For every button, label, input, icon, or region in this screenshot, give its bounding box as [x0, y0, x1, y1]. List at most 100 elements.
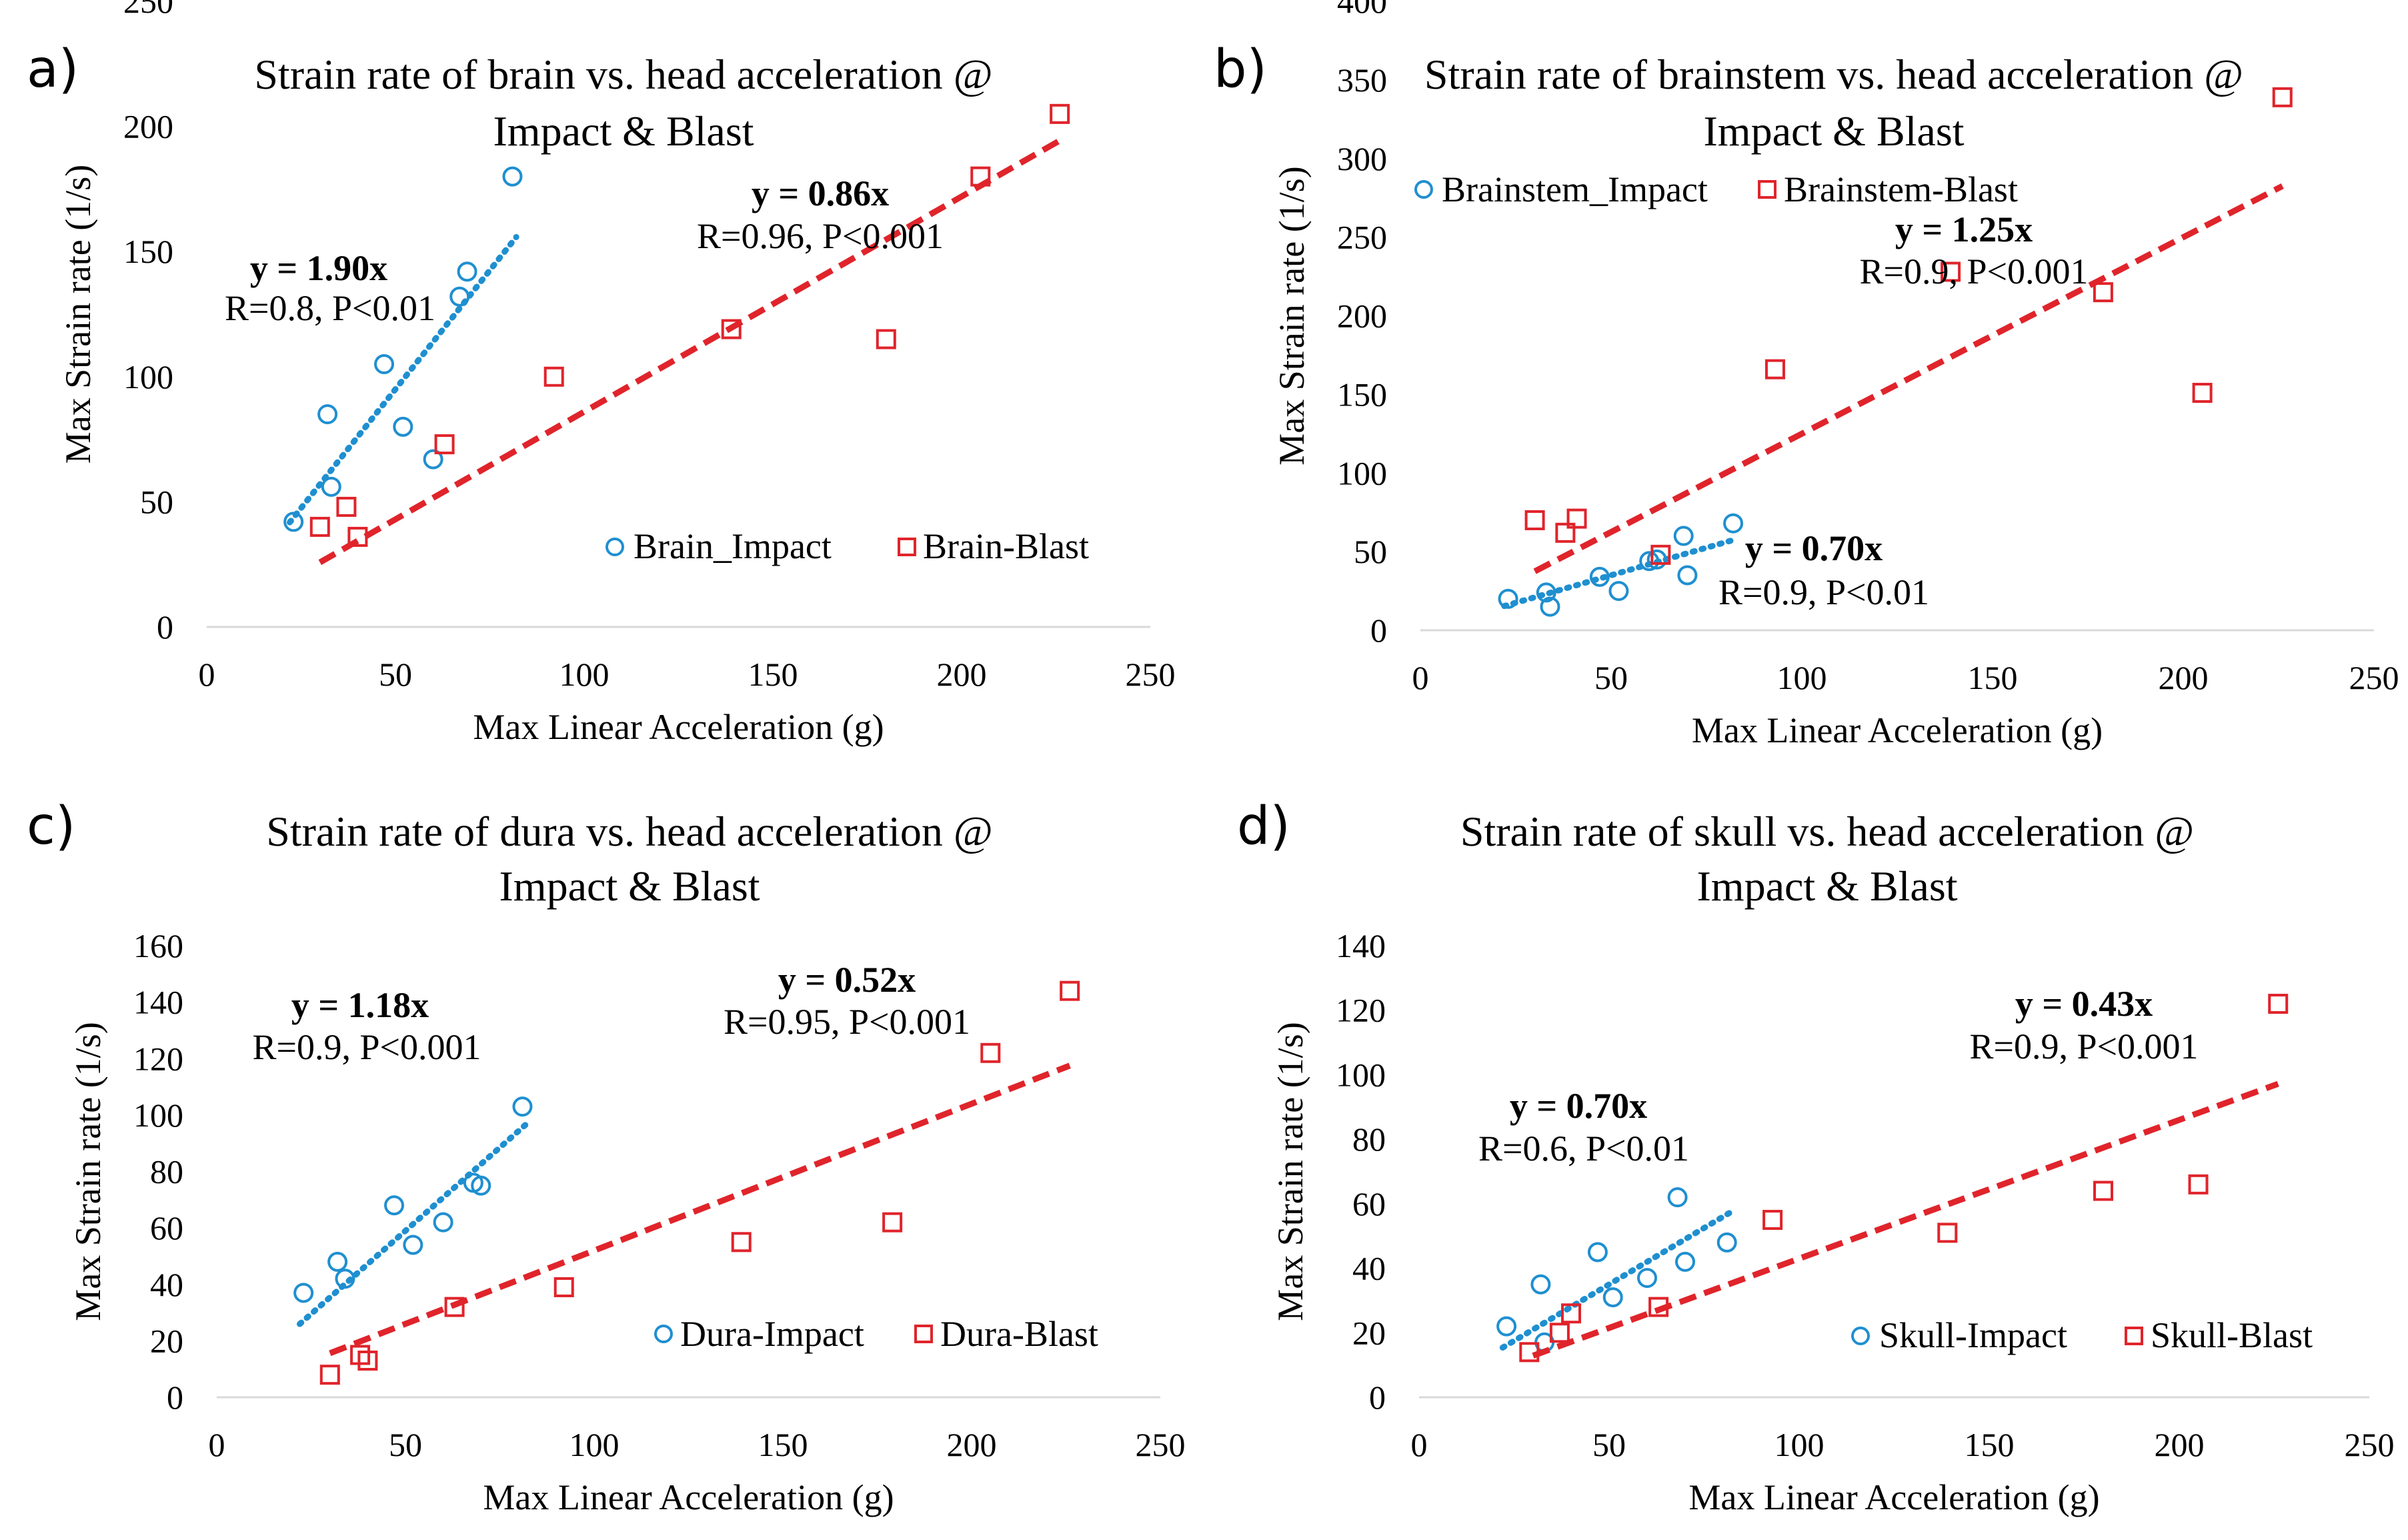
impact-data-point — [327, 1251, 348, 1272]
blast-data-point — [2192, 383, 2213, 404]
blast-data-point — [1050, 103, 1070, 124]
y-axis-title: Max Strain rate (1/s) — [58, 165, 98, 464]
x-tick-label: 100 — [1777, 659, 1827, 696]
y-tick-label: 300 — [1337, 140, 1387, 177]
y-tick-label: 100 — [133, 1096, 183, 1134]
blast-data-point — [1648, 1297, 1669, 1317]
blast-data-point — [882, 1212, 903, 1233]
blast-data-point — [444, 1297, 465, 1317]
y-tick-label: 160 — [133, 927, 183, 964]
chart-title-line: Strain rate of dura vs. head acceleratio… — [266, 808, 993, 855]
x-tick-label: 200 — [2159, 659, 2209, 696]
y-tick-label: 140 — [133, 984, 183, 1021]
impact-trendline — [287, 233, 519, 526]
x-tick-label: 0 — [1412, 659, 1429, 696]
impact-data-point — [1646, 549, 1667, 570]
impact-stat-label: R=0.9, P<0.001 — [253, 1027, 481, 1067]
panel-letter: c) — [27, 796, 75, 856]
blast-trendline — [1532, 1080, 2279, 1359]
blast-data-point — [1555, 522, 1576, 543]
x-tick-label: 150 — [1965, 1426, 2015, 1463]
x-tick-label: 50 — [389, 1426, 422, 1463]
impact-data-point — [335, 1269, 355, 1289]
blast-data-point — [1549, 1323, 1570, 1343]
legend-impact-marker — [606, 538, 624, 556]
impact-data-point — [1675, 1251, 1695, 1272]
chart-panel-1: a) Strain rate of brain vs. head accelera… — [27, 0, 1176, 747]
y-tick-label: 50 — [1354, 533, 1387, 570]
blast-stat-label: R=0.96, P<0.001 — [697, 216, 944, 256]
chart-title-line: Impact & Blast — [1696, 862, 1957, 910]
legend-blast-label: Brainstem-Blast — [1784, 169, 2018, 209]
blast-data-point — [721, 319, 742, 339]
legend-impact-marker — [1414, 180, 1433, 199]
x-tick-label: 200 — [937, 656, 987, 693]
legend-impact-marker — [1851, 1327, 1870, 1345]
blast-data-point — [434, 434, 455, 455]
impact-equation-label: y = 1.18x — [291, 985, 429, 1025]
x-tick-label: 200 — [2155, 1426, 2205, 1463]
impact-data-point — [457, 261, 477, 282]
blast-data-point — [876, 329, 896, 349]
impact-data-point — [423, 449, 443, 470]
chart-panel-3: c) Strain rate of dura vs. head accelerat… — [27, 796, 1186, 1517]
chart-panel-2: b) Strain rate of brainstem vs. head acce… — [1214, 0, 2399, 750]
y-tick-label: 150 — [123, 233, 173, 270]
y-tick-label: 200 — [1337, 297, 1387, 335]
chart-title-line: Impact & Blast — [1703, 107, 1964, 155]
blast-data-point — [336, 496, 357, 517]
impact-data-point — [1496, 1316, 1517, 1337]
impact-trendline — [1501, 537, 1736, 610]
impact-data-point — [1530, 1274, 1551, 1295]
x-axis-title: Max Linear Acceleration (g) — [1692, 710, 2103, 750]
blast-data-point — [2272, 87, 2293, 107]
blast-data-point — [970, 166, 991, 187]
x-tick-label: 250 — [2349, 659, 2399, 696]
blast-data-point — [1566, 508, 1587, 529]
impact-data-point — [449, 286, 470, 307]
x-tick-label: 100 — [559, 656, 610, 693]
legend-blast-marker — [1758, 180, 1776, 199]
impact-data-point — [433, 1212, 453, 1233]
impact-data-point — [1498, 588, 1518, 609]
impact-data-point — [374, 354, 395, 375]
blast-data-point — [347, 526, 368, 547]
impact-trendline — [1499, 1209, 1734, 1351]
impact-data-point — [502, 166, 523, 187]
x-tick-label: 250 — [1136, 1426, 1186, 1463]
blast-data-point — [980, 1042, 1001, 1063]
y-tick-label: 0 — [1369, 1379, 1386, 1416]
legend-impact-label: Brain_Impact — [634, 526, 832, 566]
blast-data-point — [731, 1232, 752, 1253]
blast-equation-label: y = 1.25x — [1895, 209, 2033, 249]
y-tick-label: 80 — [150, 1153, 183, 1191]
impact-equation-label: y = 0.70x — [1745, 528, 1883, 568]
x-tick-label: 100 — [569, 1426, 620, 1463]
blast-data-point — [1762, 1210, 1783, 1231]
chart-title-line: Strain rate of brainstem vs. head accele… — [1424, 51, 2243, 98]
x-tick-label: 0 — [209, 1426, 225, 1463]
blast-data-point — [357, 1350, 378, 1371]
impact-data-point — [1716, 1232, 1737, 1253]
y-tick-label: 140 — [1336, 927, 1386, 964]
y-tick-label: 40 — [1352, 1250, 1386, 1287]
blast-equation-label: y = 0.86x — [752, 173, 889, 213]
impact-data-point — [317, 404, 338, 425]
impact-data-point — [512, 1096, 533, 1117]
y-tick-label: 400 — [1337, 0, 1387, 20]
impact-data-point — [1536, 582, 1556, 603]
impact-data-point — [293, 1283, 314, 1303]
blast-data-point — [1937, 1223, 1958, 1243]
y-tick-label: 100 — [1337, 454, 1387, 492]
y-tick-label: 250 — [123, 0, 173, 20]
panel-letter: a) — [27, 39, 79, 99]
blast-trendline — [329, 1062, 1071, 1357]
impact-data-point — [1602, 1287, 1623, 1308]
legend-blast-label: Skull-Blast — [2151, 1315, 2313, 1355]
chart-title-line: Strain rate of skull vs. head accelerati… — [1460, 808, 2194, 855]
impact-equation-label: y = 0.70x — [1510, 1086, 1647, 1126]
blast-data-point — [319, 1365, 340, 1385]
x-tick-label: 200 — [947, 1426, 997, 1463]
chart-panel-4: d) Strain rate of skull vs. head accelera… — [1237, 796, 2395, 1517]
